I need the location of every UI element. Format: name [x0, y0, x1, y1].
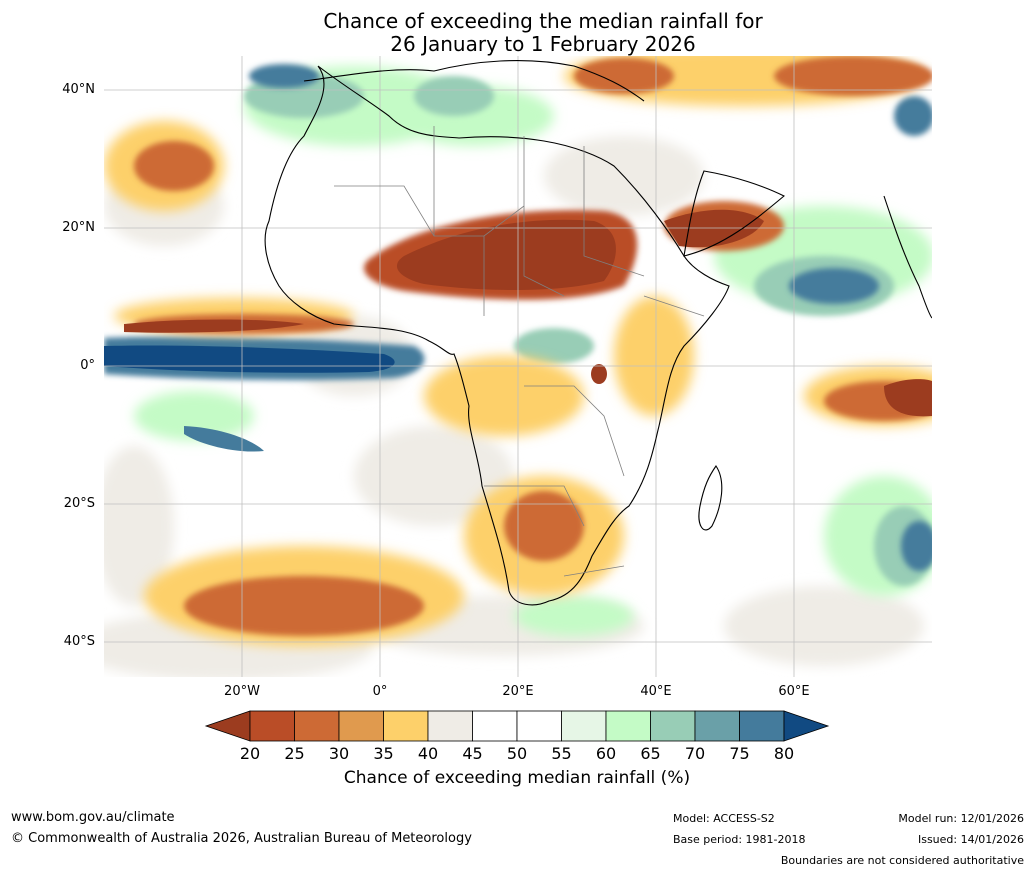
- model-text: Model: ACCESS-S2: [673, 812, 775, 825]
- disclaimer-text: Boundaries are not considered authoritat…: [780, 854, 1024, 867]
- country-boundaries: [334, 126, 705, 577]
- colorbar-segment: [383, 710, 429, 742]
- model-run-text: Model run: 12/01/2026: [898, 812, 1024, 825]
- lon-label-60e: 60°E: [778, 684, 810, 699]
- colorbar-segment: [739, 710, 785, 742]
- lat-label-20n: 20°N: [62, 220, 95, 235]
- colorbar-label: Chance of exceeding median rainfall (%): [343, 768, 691, 788]
- colorbar-tick-label: 75: [729, 744, 750, 763]
- colorbar-segment: [427, 710, 473, 742]
- title-line-2: 26 January to 1 February 2026: [390, 32, 696, 56]
- wet-patches-strong: [249, 64, 932, 571]
- lat-label-20s: 20°S: [63, 496, 95, 511]
- lat-label-0: 0°: [80, 358, 95, 373]
- map-svg: [104, 56, 932, 677]
- colorbar-segment: [338, 710, 384, 742]
- colorbar-segment: [294, 710, 340, 742]
- colorbar-segment: [249, 710, 295, 742]
- chart-title: Chance of exceeding the median rainfall …: [0, 10, 1035, 56]
- lon-label-0: 0°: [372, 684, 388, 699]
- colorbar-tick-label: 65: [640, 744, 661, 763]
- colorbar-segment: [650, 710, 696, 742]
- colorbar-tick-label: 60: [595, 744, 617, 763]
- colorbar-tick-label: 25: [284, 744, 305, 763]
- lon-label-20w: 20°W: [224, 684, 260, 699]
- colorbar-segment: [694, 710, 740, 742]
- title-line-1: Chance of exceeding the median rainfall …: [323, 9, 763, 33]
- colorbar-tick-label: 45: [462, 744, 483, 763]
- rainfall-probability-map: [104, 56, 932, 677]
- colorbar-segment: [516, 710, 562, 742]
- colorbar-tick-label: 55: [551, 744, 572, 763]
- colorbar-arrow-low: [204, 710, 251, 742]
- lat-label-40n: 40°N: [62, 82, 95, 97]
- colorbar-tick-label: 50: [506, 744, 528, 763]
- colorbar: [204, 710, 830, 742]
- colorbar-tick-label: 70: [684, 744, 706, 763]
- lon-label-20e: 20°E: [502, 684, 534, 699]
- colorbar-tick-label: 40: [417, 744, 439, 763]
- colorbar-tick-label: 30: [328, 744, 350, 763]
- issued-text: Issued: 14/01/2026: [917, 833, 1024, 846]
- colorbar-tick-label: 80: [773, 744, 795, 763]
- colorbar-segment: [561, 710, 607, 742]
- coastlines: [264, 60, 932, 606]
- colorbar-tick-label: 35: [373, 744, 394, 763]
- lon-label-40e: 40°E: [640, 684, 672, 699]
- colorbar-arrow-high: [783, 710, 830, 742]
- colorbar-segment: [472, 710, 518, 742]
- website-link[interactable]: www.bom.gov.au/climate: [11, 810, 175, 825]
- base-period-text: Base period: 1981-2018: [673, 833, 806, 846]
- colorbar-segment: [605, 710, 651, 742]
- graticule: [104, 56, 932, 677]
- lat-label-40s: 40°S: [63, 634, 95, 649]
- colorbar-tick-label: 20: [239, 744, 261, 763]
- copyright-text: © Commonwealth of Australia 2026, Austra…: [11, 831, 472, 846]
